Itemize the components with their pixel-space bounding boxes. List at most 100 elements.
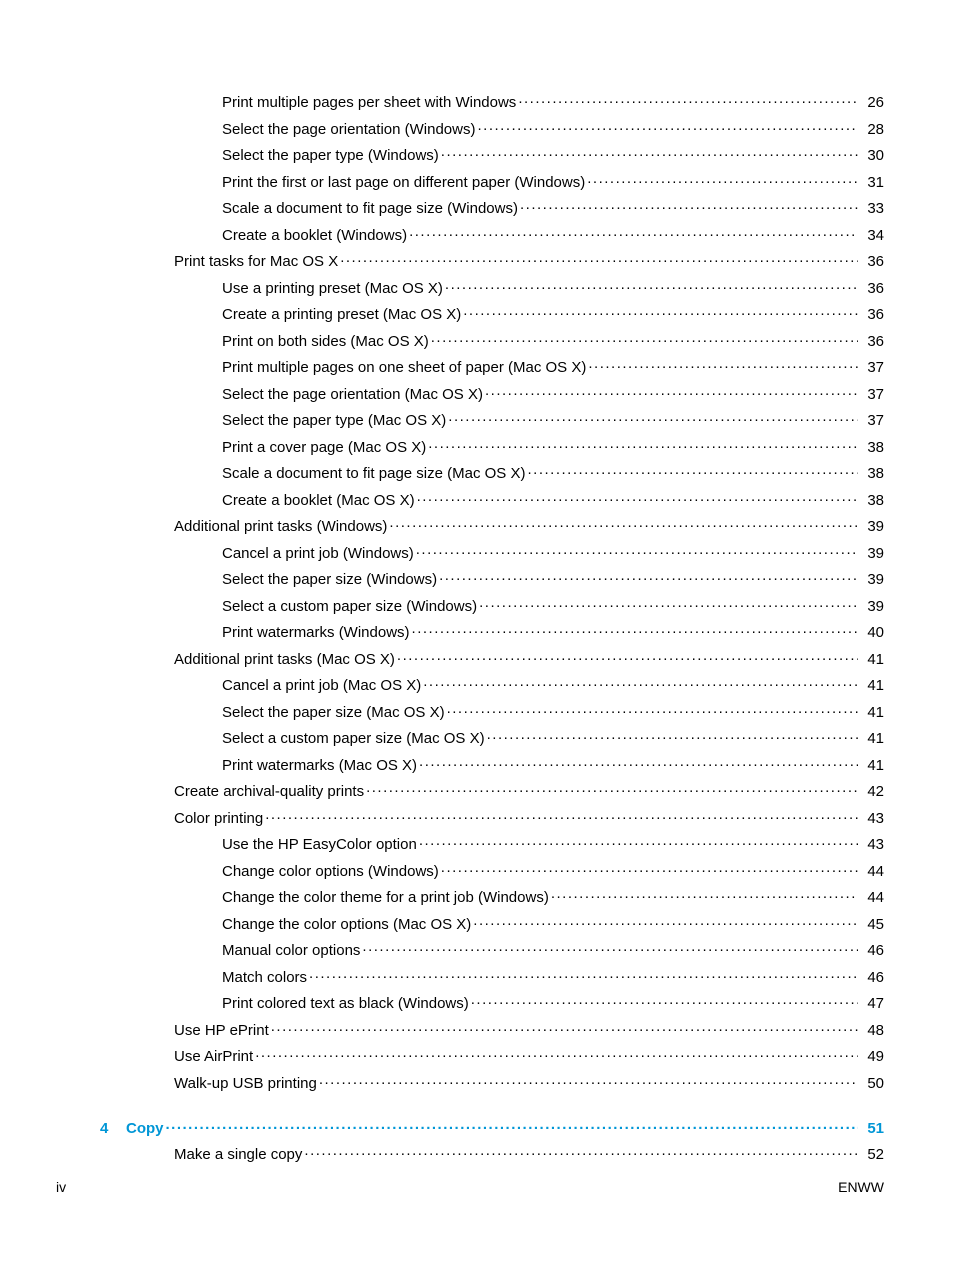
toc-entry-label: Walk-up USB printing [174, 1075, 317, 1092]
toc-entry-label: Select a custom paper size (Windows) [222, 598, 477, 615]
toc-entry[interactable]: Print tasks for Mac OS X 36 [70, 251, 884, 270]
toc-entry[interactable]: Scale a document to fit page size (Windo… [70, 198, 884, 217]
toc-dots [309, 967, 858, 982]
toc-entry[interactable]: Change the color theme for a print job (… [70, 887, 884, 906]
toc-entry-page: 44 [860, 863, 884, 880]
toc-entry[interactable]: Print the first or last page on differen… [70, 172, 884, 191]
toc-entry[interactable]: Cancel a print job (Mac OS X) 41 [70, 675, 884, 694]
toc-entry[interactable]: Create archival-quality prints 42 [70, 781, 884, 800]
toc-entry[interactable]: Use the HP EasyColor option 43 [70, 834, 884, 853]
toc-container: Print multiple pages per sheet with Wind… [70, 92, 884, 1163]
toc-entry[interactable]: Use a printing preset (Mac OS X) 36 [70, 278, 884, 297]
toc-dots [487, 728, 858, 743]
toc-dots [366, 781, 858, 796]
toc-entry-page: 41 [860, 651, 884, 668]
toc-entry[interactable]: Change color options (Windows) 44 [70, 861, 884, 880]
toc-entry[interactable]: Create a printing preset (Mac OS X) 36 [70, 304, 884, 323]
toc-entry-page: 37 [860, 412, 884, 429]
toc-entry[interactable]: Change the color options (Mac OS X) 45 [70, 914, 884, 933]
toc-entry-page: 37 [860, 359, 884, 376]
toc-entry-page: 46 [860, 942, 884, 959]
toc-entry-label: Additional print tasks (Mac OS X) [174, 651, 395, 668]
toc-entry[interactable]: Print watermarks (Mac OS X) 41 [70, 755, 884, 774]
toc-dots [412, 622, 858, 637]
toc-entry-page: 39 [860, 598, 884, 615]
toc-entry[interactable]: Select the paper type (Mac OS X) 37 [70, 410, 884, 429]
toc-dots [588, 357, 858, 372]
toc-dots [340, 251, 858, 266]
toc-entry-label: Use AirPrint [174, 1048, 253, 1065]
toc-entry-page: 36 [860, 306, 884, 323]
toc-entry[interactable]: Create a booklet (Mac OS X) 38 [70, 490, 884, 509]
toc-entry[interactable]: Print a cover page (Mac OS X) 38 [70, 437, 884, 456]
toc-entry-label: Match colors [222, 969, 307, 986]
toc-entry[interactable]: Select the paper size (Windows) 39 [70, 569, 884, 588]
toc-dots [319, 1073, 858, 1088]
toc-entry-page: 41 [860, 757, 884, 774]
toc-dots [471, 993, 858, 1008]
toc-dots [397, 649, 858, 664]
toc-entry[interactable]: Select the page orientation (Windows) 28 [70, 119, 884, 138]
toc-entry-page: 26 [860, 94, 884, 111]
toc-entry[interactable]: Print watermarks (Windows) 40 [70, 622, 884, 641]
toc-entry-label: Select the page orientation (Windows) [222, 121, 475, 138]
toc-entry-label: Create a booklet (Mac OS X) [222, 492, 415, 509]
toc-entry-label: Color printing [174, 810, 263, 827]
toc-entry[interactable]: Color printing 43 [70, 808, 884, 827]
toc-entry-page: 30 [860, 147, 884, 164]
toc-entry[interactable]: Use HP ePrint 48 [70, 1020, 884, 1039]
toc-entry-page: 52 [860, 1146, 884, 1163]
toc-entry-label: Change the color theme for a print job (… [222, 889, 549, 906]
toc-dots [463, 304, 858, 319]
toc-dots [409, 225, 858, 240]
toc-entry-label: Print multiple pages per sheet with Wind… [222, 94, 516, 111]
toc-entry-label: Select the paper size (Windows) [222, 571, 437, 588]
toc-entry[interactable]: Walk-up USB printing 50 [70, 1073, 884, 1092]
toc-entry-label: Change the color options (Mac OS X) [222, 916, 471, 933]
toc-entry-page: 38 [860, 465, 884, 482]
toc-dots [551, 887, 858, 902]
toc-entry-page: 43 [860, 836, 884, 853]
toc-dots [527, 463, 858, 478]
toc-entry[interactable]: Make a single copy 52 [70, 1144, 884, 1163]
toc-entry[interactable]: Cancel a print job (Windows) 39 [70, 543, 884, 562]
toc-entry-page: 39 [860, 545, 884, 562]
toc-entry-label: Use HP ePrint [174, 1022, 269, 1039]
toc-entry[interactable]: Select the paper size (Mac OS X) 41 [70, 702, 884, 721]
toc-entry-page: 41 [860, 704, 884, 721]
toc-entry[interactable]: Print multiple pages per sheet with Wind… [70, 92, 884, 111]
toc-dots [439, 569, 858, 584]
toc-entry[interactable]: Create a booklet (Windows) 34 [70, 225, 884, 244]
toc-entry-page: 41 [860, 730, 884, 747]
toc-entry-label: Manual color options [222, 942, 360, 959]
toc-dots [423, 675, 858, 690]
toc-dots [417, 490, 858, 505]
toc-entry-page: 28 [860, 121, 884, 138]
toc-entry-label: Create archival-quality prints [174, 783, 364, 800]
toc-entry[interactable]: Select the page orientation (Mac OS X) 3… [70, 384, 884, 403]
toc-entry[interactable]: Additional print tasks (Windows) 39 [70, 516, 884, 535]
chapter-block: 4 Copy 51 Make a single copy 52 [70, 1118, 884, 1164]
toc-entry-label: Change color options (Windows) [222, 863, 439, 880]
toc-entry[interactable]: Manual color options 46 [70, 940, 884, 959]
toc-entry-page: 49 [860, 1048, 884, 1065]
toc-entry-label: Cancel a print job (Mac OS X) [222, 677, 421, 694]
toc-entry-page: 46 [860, 969, 884, 986]
toc-dots [479, 596, 858, 611]
toc-entry[interactable]: Scale a document to fit page size (Mac O… [70, 463, 884, 482]
toc-entry-page: 34 [860, 227, 884, 244]
toc-entry[interactable]: Print colored text as black (Windows) 47 [70, 993, 884, 1012]
toc-entry[interactable]: Select a custom paper size (Windows) 39 [70, 596, 884, 615]
chapter-row[interactable]: 4 Copy 51 [70, 1118, 884, 1137]
toc-dots [473, 914, 858, 929]
toc-entry[interactable]: Select a custom paper size (Mac OS X) 41 [70, 728, 884, 747]
toc-dots [416, 543, 858, 558]
toc-entry[interactable]: Additional print tasks (Mac OS X) 41 [70, 649, 884, 668]
toc-entry[interactable]: Match colors 46 [70, 967, 884, 986]
toc-entry[interactable]: Print multiple pages on one sheet of pap… [70, 357, 884, 376]
toc-entry-list: Print multiple pages per sheet with Wind… [70, 92, 884, 1092]
toc-entry[interactable]: Use AirPrint 49 [70, 1046, 884, 1065]
toc-entry-page: 43 [860, 810, 884, 827]
toc-entry[interactable]: Select the paper type (Windows) 30 [70, 145, 884, 164]
toc-entry[interactable]: Print on both sides (Mac OS X) 36 [70, 331, 884, 350]
